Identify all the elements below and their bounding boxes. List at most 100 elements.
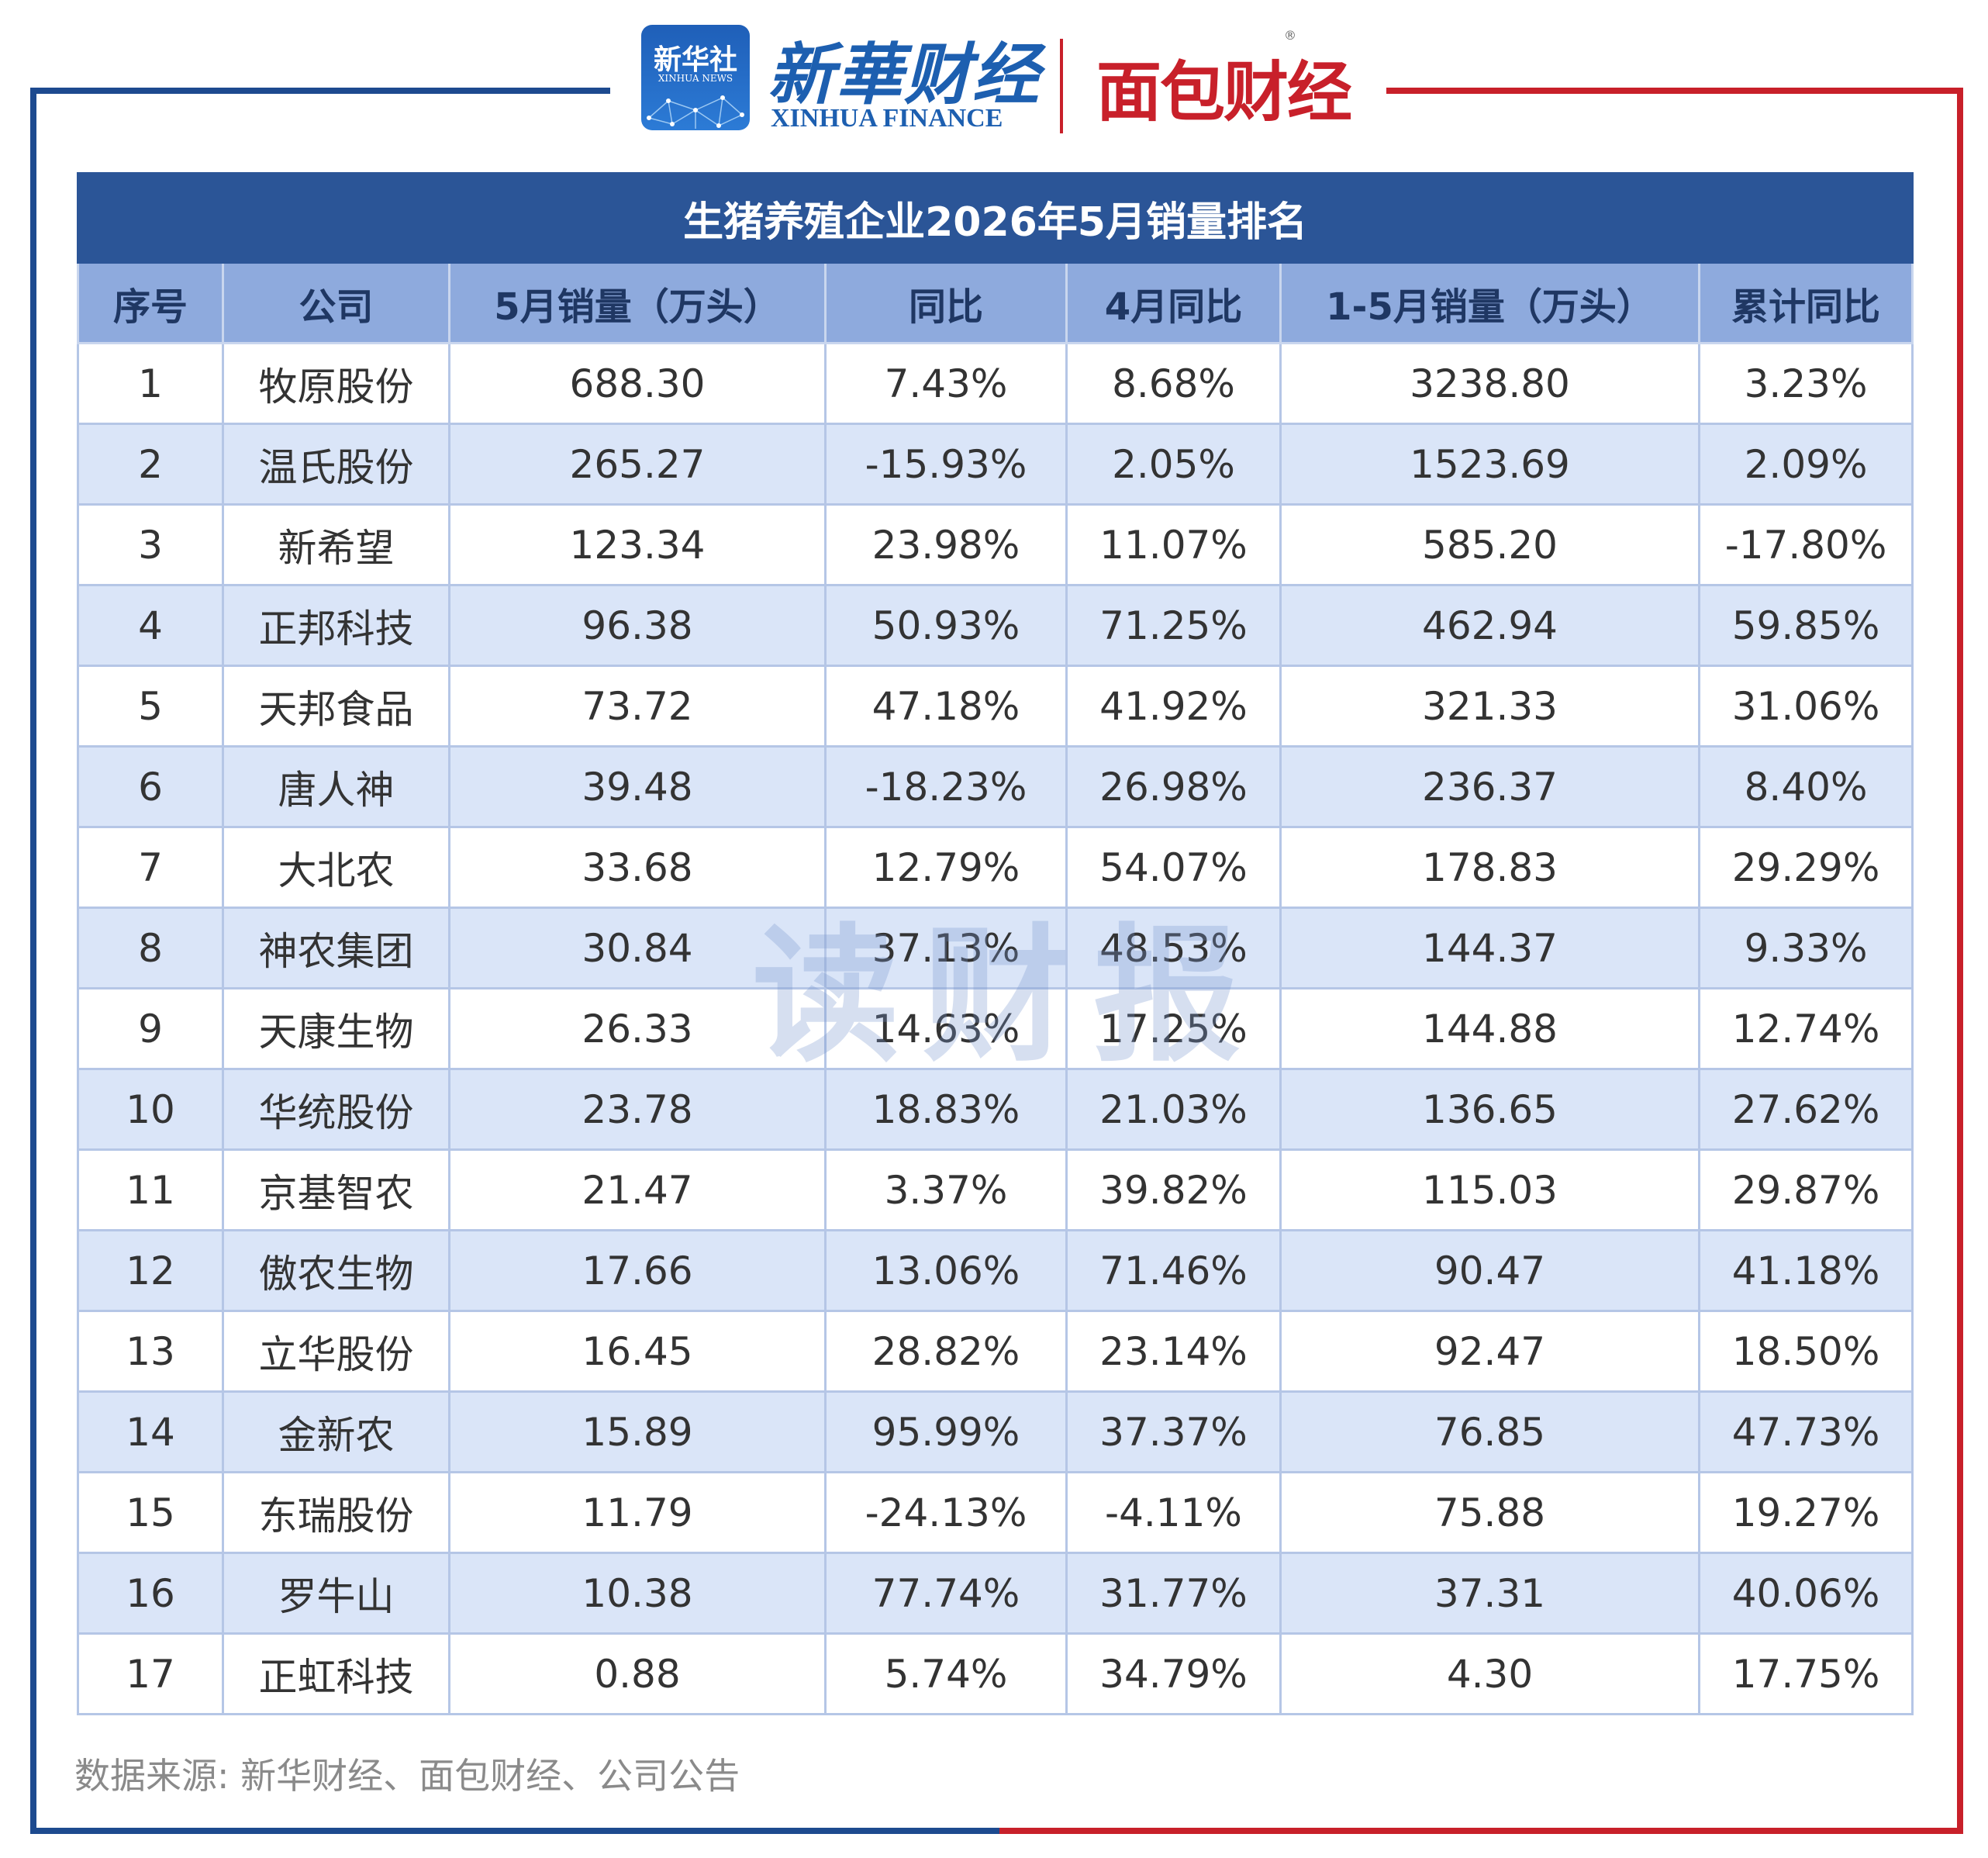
frame-left-line [30, 88, 36, 1834]
table-cell: 47.18% [824, 665, 1068, 748]
table-cell: 3 [77, 503, 224, 586]
table-cell: 144.88 [1279, 987, 1700, 1070]
table-cell: 16.45 [448, 1310, 827, 1393]
table-cell: 大北农 [222, 826, 450, 909]
table-cell: 37.31 [1279, 1552, 1700, 1635]
table-cell: 54.07% [1065, 826, 1282, 909]
table-row: 8 神农集团 30.84 37.13% 48.53% 144.37 9.33% [77, 907, 1914, 989]
table-cell: 29.29% [1697, 826, 1914, 909]
table-row: 9 天康生物 26.33 14.63% 17.25% 144.88 12.74% [77, 987, 1914, 1070]
table-cell: 傲农生物 [222, 1229, 450, 1312]
table-cell: 9 [77, 987, 224, 1070]
table-row: 12 傲农生物 17.66 13.06% 71.46% 90.47 41.18% [77, 1229, 1914, 1312]
mianbao-finance-logo: 面包财经 [1096, 54, 1352, 130]
table-cell: 18.50% [1697, 1310, 1914, 1393]
table-header-row: 序号 公司 5月销量（万头） 同比 4月同比 1-5月销量（万头） 累计同比 [77, 261, 1914, 344]
table-cell: 新希望 [222, 503, 450, 586]
table-cell: 28.82% [824, 1310, 1068, 1393]
table-cell: 立华股份 [222, 1310, 450, 1393]
table-cell: 天康生物 [222, 987, 450, 1070]
table-row: 10 华统股份 23.78 18.83% 21.03% 136.65 27.62% [77, 1068, 1914, 1151]
table-cell: 71.25% [1065, 584, 1282, 667]
data-source-note: 数据来源: 新华财经、面包财经、公司公告 [74, 1755, 740, 1797]
xinhua-news-logo-en: XINHUA NEWS [657, 73, 733, 84]
table-cell: 92.47 [1279, 1310, 1700, 1393]
table-cell: 50.93% [824, 584, 1068, 667]
table-cell: 7 [77, 826, 224, 909]
column-header: 4月同比 [1065, 261, 1282, 344]
sales-ranking-table: 生猪养殖企业2026年5月销量排名 序号 公司 5月销量（万头） 同比 4月同比 1-5月… [76, 172, 1914, 1715]
table-cell: 39.82% [1065, 1148, 1282, 1231]
frame-top-left-line [30, 88, 610, 94]
table-cell: 37.37% [1065, 1390, 1282, 1473]
table-cell: 178.83 [1279, 826, 1700, 909]
network-globe-icon [647, 95, 744, 129]
table-cell: -4.11% [1065, 1471, 1282, 1554]
table-cell: 12 [77, 1229, 224, 1312]
table-cell: 7.43% [824, 342, 1068, 425]
table-cell: -24.13% [824, 1471, 1068, 1554]
table-cell: 金新农 [222, 1390, 450, 1473]
table-cell: 17.75% [1697, 1632, 1914, 1715]
table-body: 1 牧原股份 688.30 7.43% 8.68% 3238.80 3.23% 2 温氏股份 26… [77, 342, 1914, 1715]
table-cell: 40.06% [1697, 1552, 1914, 1635]
column-header: 序号 [77, 261, 224, 344]
table-cell: 96.38 [448, 584, 827, 667]
table-cell: -17.80% [1697, 503, 1914, 586]
table-row: 16 罗牛山 10.38 77.74% 31.77% 37.31 40.06% [77, 1552, 1914, 1635]
table-cell: 34.79% [1065, 1632, 1282, 1715]
table-cell: 77.74% [824, 1552, 1068, 1635]
table-cell: 正虹科技 [222, 1632, 450, 1715]
table-cell: 462.94 [1279, 584, 1700, 667]
table-cell: 30.84 [448, 907, 827, 989]
table-cell: 11.07% [1065, 503, 1282, 586]
table-cell: 16 [77, 1552, 224, 1635]
table-cell: 神农集团 [222, 907, 450, 989]
table-cell: 585.20 [1279, 503, 1700, 586]
table-cell: 21.47 [448, 1148, 827, 1231]
xinhua-finance-logo-en: XINHUA FINANCE [771, 104, 1003, 133]
table-cell: 东瑞股份 [222, 1471, 450, 1554]
table-row: 6 唐人神 39.48 -18.23% 26.98% 236.37 8.40% [77, 745, 1914, 828]
table-cell: 26.33 [448, 987, 827, 1070]
column-header: 公司 [222, 261, 450, 344]
table-cell: 236.37 [1279, 745, 1700, 828]
table-cell: 48.53% [1065, 907, 1282, 989]
table-cell: 14.63% [824, 987, 1068, 1070]
table-cell: 13 [77, 1310, 224, 1393]
table-cell: 31.77% [1065, 1552, 1282, 1635]
table-row: 1 牧原股份 688.30 7.43% 8.68% 3238.80 3.23% [77, 342, 1914, 425]
table-cell: 144.37 [1279, 907, 1700, 989]
table-cell: 37.13% [824, 907, 1068, 989]
table-cell: 17.66 [448, 1229, 827, 1312]
table-cell: 73.72 [448, 665, 827, 748]
table-cell: 天邦食品 [222, 665, 450, 748]
table-cell: 华统股份 [222, 1068, 450, 1151]
table-cell: -15.93% [824, 423, 1068, 506]
table-cell: 罗牛山 [222, 1552, 450, 1635]
table-cell: 0.88 [448, 1632, 827, 1715]
table-cell: 5.74% [824, 1632, 1068, 1715]
table-cell: 4 [77, 584, 224, 667]
table-cell: 2.05% [1065, 423, 1282, 506]
table-cell: 76.85 [1279, 1390, 1700, 1473]
table-cell: 3.23% [1697, 342, 1914, 425]
column-header: 5月销量（万头） [448, 261, 827, 344]
logo-divider [1060, 39, 1063, 133]
frame-right-line [1957, 88, 1963, 1834]
table-cell: 31.06% [1697, 665, 1914, 748]
table-row: 3 新希望 123.34 23.98% 11.07% 585.20 -17.80% [77, 503, 1914, 586]
table-cell: 265.27 [448, 423, 827, 506]
table-cell: 11 [77, 1148, 224, 1231]
table-cell: 2.09% [1697, 423, 1914, 506]
table-cell: 41.92% [1065, 665, 1282, 748]
table-cell: 8.68% [1065, 342, 1282, 425]
table-cell: 15 [77, 1471, 224, 1554]
table-cell: 23.14% [1065, 1310, 1282, 1393]
column-header: 同比 [824, 261, 1068, 344]
table-cell: 1 [77, 342, 224, 425]
table-cell: 75.88 [1279, 1471, 1700, 1554]
table-cell: 41.18% [1697, 1229, 1914, 1312]
table-cell: 京基智农 [222, 1148, 450, 1231]
table-cell: 温氏股份 [222, 423, 450, 506]
